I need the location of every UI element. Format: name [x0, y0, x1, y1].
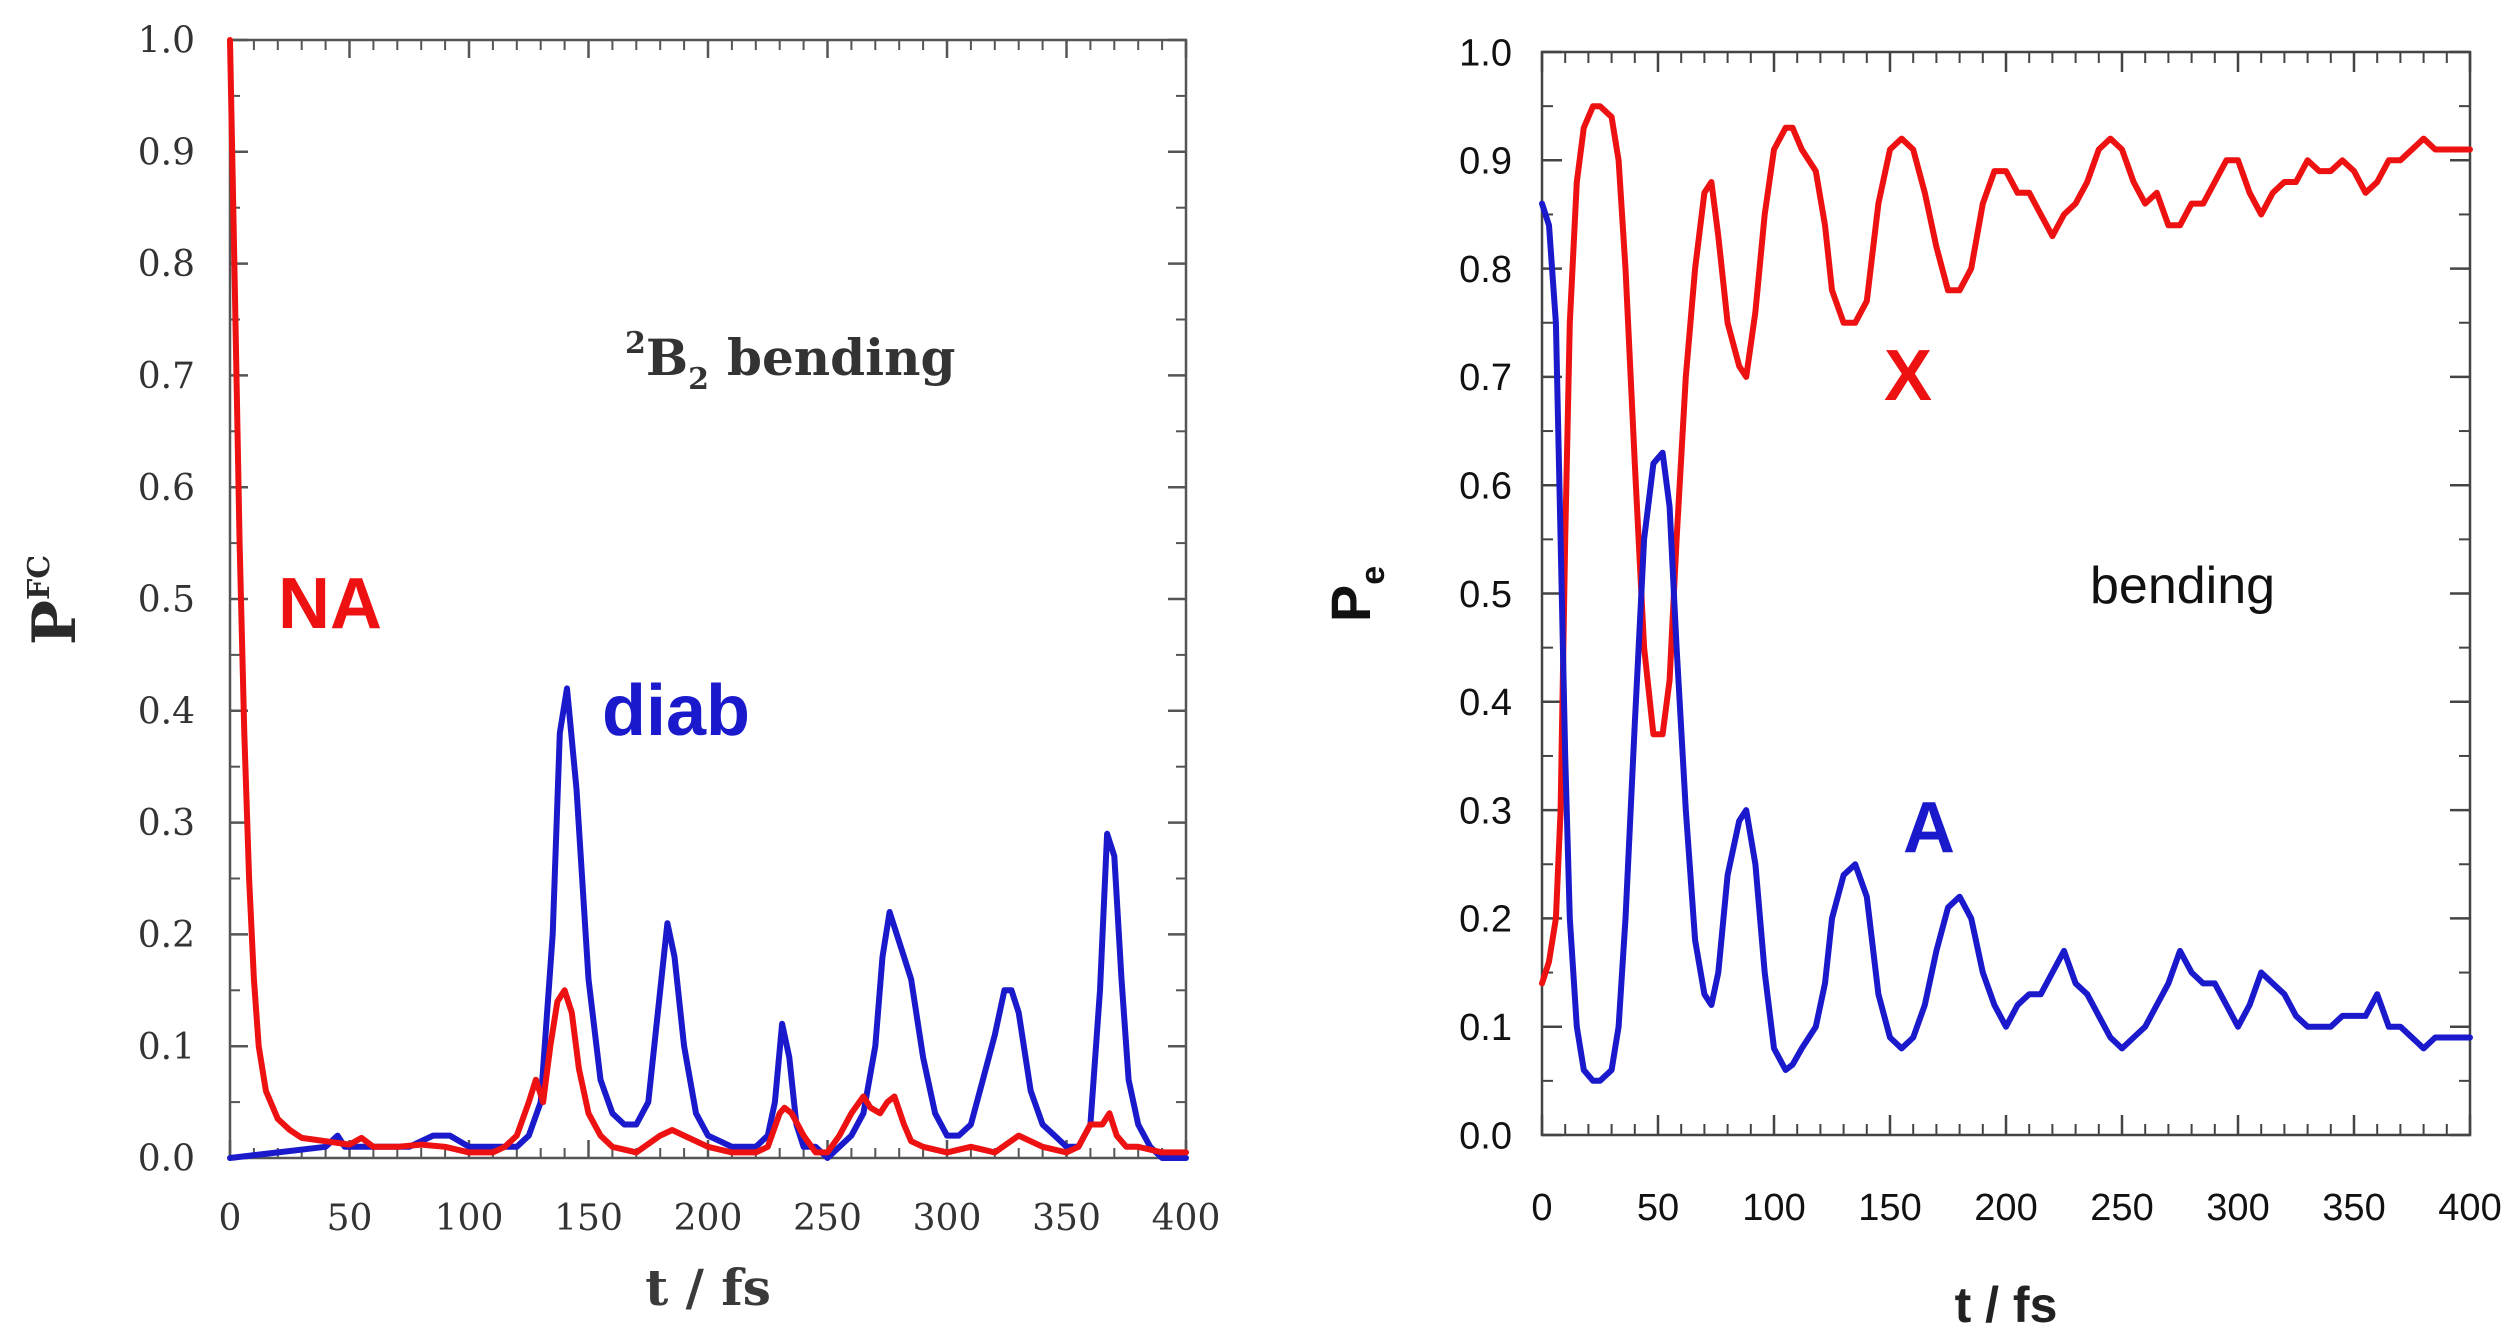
left-annotation-main: B — [646, 328, 688, 387]
left-x-tick-label: 0 — [219, 1198, 242, 1239]
left-label-na: NA — [278, 564, 382, 644]
right-x-tick-label: 250 — [2090, 1187, 2153, 1229]
left-y-tick-labels: 0.0 0.1 0.2 0.3 0.4 0.5 0.6 0.7 0.8 0.9 1.0 — [138, 21, 195, 1180]
left-y-tick-label: 0.9 — [138, 132, 195, 173]
right-y-tick-label: 0.6 — [1459, 466, 1512, 508]
left-x-tick-label: 350 — [1032, 1198, 1101, 1239]
right-label-x: X — [1884, 336, 1932, 416]
left-x-tick-label: 200 — [674, 1198, 743, 1239]
right-y-tick-label: 0.1 — [1459, 1007, 1512, 1049]
left-y-tick-label: 0.2 — [138, 915, 195, 956]
right-y-tick-label: 0.2 — [1459, 899, 1512, 941]
right-series-x — [1539, 103, 2473, 987]
right-x-tick-label: 0 — [1531, 1187, 1552, 1229]
left-x-tick-labels: 0 50 100 150 200 250 300 350 400 — [219, 1198, 1221, 1239]
left-x-tick-label: 400 — [1152, 1198, 1221, 1239]
right-y-tick-label: 0.7 — [1459, 357, 1512, 399]
right-series-group — [1539, 103, 2473, 1084]
left-annotation-rest: bending — [727, 328, 955, 387]
right-y-tick-label: 0.3 — [1459, 790, 1512, 832]
right-series-a — [1539, 200, 2473, 1084]
right-panel: 0.0 0.1 0.2 0.3 0.4 0.5 0.6 0.7 0.8 0.9 1.0 0 50 100… — [1319, 32, 2502, 1333]
right-x-tick-label: 200 — [1974, 1187, 2037, 1229]
right-x-tick-labels: 0 50 100 150 200 250 300 350 400 — [1531, 1187, 2501, 1229]
left-label-diab: diab — [602, 671, 750, 751]
right-y-tick-labels: 0.0 0.1 0.2 0.3 0.4 0.5 0.6 0.7 0.8 0.9 1.0 — [1459, 32, 1512, 1157]
left-annotation: 2B2 bending — [625, 326, 955, 397]
left-x-tick-label: 150 — [554, 1198, 623, 1239]
svg-text:Pe: Pe — [1319, 566, 1392, 622]
left-series-na — [227, 37, 1189, 1156]
left-y-tick-label: 1.0 — [138, 21, 195, 62]
right-y-tick-label: 0.8 — [1459, 249, 1512, 291]
right-annotation: bending — [2090, 557, 2275, 615]
right-y-axis-label-sub: e — [1354, 566, 1392, 585]
right-y-axis-label: Pe — [1319, 566, 1392, 622]
right-label-a: A — [1903, 788, 1955, 868]
right-y-tick-label: 0.9 — [1459, 141, 1512, 183]
left-y-axis-label-main: P — [20, 600, 90, 645]
left-y-axis-label-sup: FC — [22, 555, 57, 600]
right-y-tick-label: 1.0 — [1459, 32, 1512, 74]
right-x-tick-label: 100 — [1742, 1187, 1805, 1229]
right-y-axis-label-main: P — [1319, 585, 1382, 622]
left-ticks — [228, 38, 1188, 1160]
right-x-tick-label: 400 — [2438, 1187, 2501, 1229]
left-x-tick-label: 250 — [793, 1198, 862, 1239]
left-series-group — [227, 37, 1189, 1161]
left-annotation-sup: 2 — [625, 326, 646, 361]
right-x-tick-label: 150 — [1858, 1187, 1921, 1229]
left-y-tick-label: 0.1 — [138, 1027, 195, 1068]
right-x-axis-label: t / fs — [1955, 1277, 2058, 1333]
right-x-tick-label: 300 — [2206, 1187, 2269, 1229]
right-x-tick-label: 350 — [2322, 1187, 2385, 1229]
left-panel: 0.0 0.1 0.2 0.3 0.4 0.5 0.6 0.7 0.8 0.9 1.0 0 50 100… — [20, 21, 1220, 1317]
left-x-tick-label: 100 — [435, 1198, 504, 1239]
left-x-axis-label: t / fs — [645, 1258, 771, 1317]
left-y-tick-label: 0.0 — [138, 1139, 195, 1180]
left-x-tick-label: 50 — [327, 1198, 373, 1239]
left-y-tick-label: 0.7 — [138, 356, 195, 397]
left-x-tick-label: 300 — [913, 1198, 982, 1239]
right-x-tick-label: 50 — [1637, 1187, 1679, 1229]
left-y-tick-label: 0.5 — [138, 580, 195, 621]
svg-text:PFC: PFC — [20, 555, 90, 645]
right-ticks — [1540, 50, 2472, 1137]
left-annotation-sub: 2 — [688, 362, 709, 397]
left-y-tick-label: 0.3 — [138, 803, 195, 844]
right-y-tick-label: 0.4 — [1459, 682, 1512, 724]
left-y-tick-label: 0.6 — [138, 468, 195, 509]
left-y-axis-label: PFC — [20, 555, 90, 645]
right-y-tick-label: 0.5 — [1459, 574, 1512, 616]
right-plot-frame — [1540, 50, 2472, 1137]
right-y-tick-label: 0.0 — [1459, 1115, 1512, 1157]
left-series-diab — [227, 685, 1189, 1161]
left-y-tick-label: 0.4 — [138, 691, 195, 732]
left-y-tick-label: 0.8 — [138, 244, 195, 285]
